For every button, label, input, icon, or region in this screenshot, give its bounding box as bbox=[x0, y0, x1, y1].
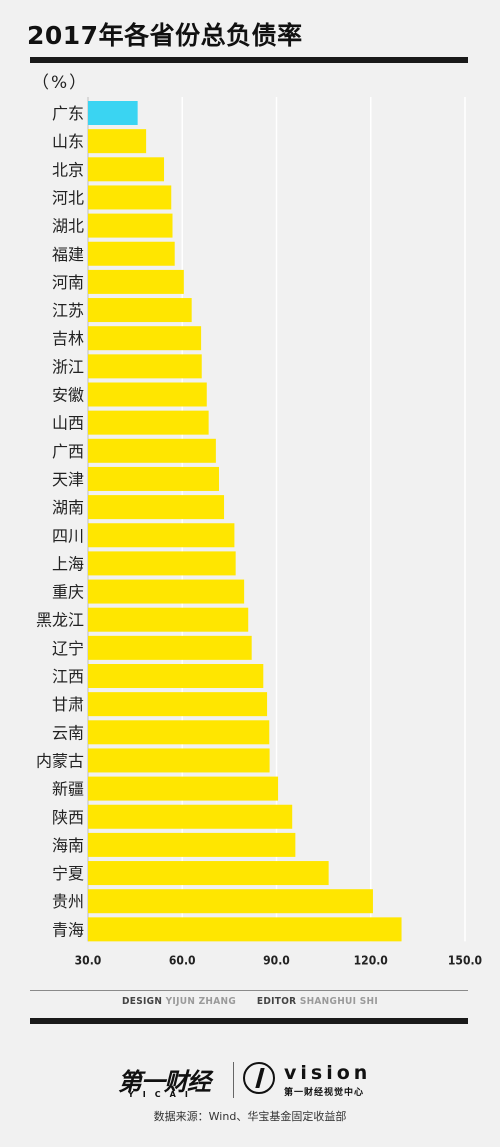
bar bbox=[88, 466, 220, 491]
category-label: 甘肃 bbox=[52, 695, 84, 714]
category-label: 贵州 bbox=[52, 892, 84, 911]
credits-line: DESIGN YIJUN ZHANG EDITOR SHANGHUI SHI bbox=[0, 996, 500, 1007]
tick-labels: 30.0 60.0 90.0 120.0 150.0 bbox=[75, 953, 482, 967]
category-label: 吉林 bbox=[52, 329, 84, 348]
yicai-logo: 第一财经 bbox=[118, 1068, 211, 1096]
chart-title: 2017年各省份总负债率 bbox=[27, 21, 303, 50]
category-label: 重庆 bbox=[52, 583, 84, 602]
category-label: 山西 bbox=[52, 414, 84, 433]
category-label: 湖北 bbox=[52, 217, 84, 236]
bar bbox=[88, 551, 236, 576]
category-label: 云南 bbox=[52, 723, 84, 742]
bar bbox=[88, 298, 192, 323]
bar bbox=[88, 889, 373, 914]
category-label: 广西 bbox=[52, 442, 84, 461]
category-label: 海南 bbox=[52, 836, 84, 855]
category-label: 江西 bbox=[52, 667, 84, 686]
category-labels: 广东山东北京河北湖北福建河南江苏吉林浙江安徽山西广西天津湖南四川上海重庆黑龙江辽… bbox=[36, 104, 84, 939]
bar bbox=[88, 720, 270, 745]
data-source: 数据来源：Wind、华宝基金固定收益部 bbox=[153, 1110, 347, 1123]
bar bbox=[88, 917, 402, 942]
unit-label: （%） bbox=[32, 73, 89, 93]
category-label: 天津 bbox=[52, 470, 84, 489]
bar bbox=[88, 410, 209, 435]
category-label: 北京 bbox=[52, 160, 84, 179]
editor-name: SHANGHUI SHI bbox=[299, 996, 378, 1007]
brand-divider bbox=[233, 1062, 234, 1098]
bar bbox=[88, 438, 216, 463]
category-label: 四川 bbox=[52, 526, 84, 545]
bar bbox=[88, 269, 184, 294]
x-tick-label: 120.0 bbox=[354, 953, 388, 967]
credits-rule bbox=[30, 990, 468, 991]
x-tick-label: 150.0 bbox=[448, 953, 482, 967]
footer-rule bbox=[30, 1018, 468, 1024]
bar bbox=[88, 354, 202, 379]
bars bbox=[88, 101, 402, 942]
category-label: 陕西 bbox=[52, 808, 84, 827]
category-label: 青海 bbox=[52, 920, 84, 939]
category-label: 上海 bbox=[52, 554, 84, 573]
x-tick-label: 90.0 bbox=[263, 953, 290, 967]
bar bbox=[88, 523, 235, 548]
category-label: 安徽 bbox=[52, 386, 84, 405]
yicai-logo-sub: YICAI bbox=[128, 1090, 197, 1099]
bar bbox=[88, 692, 268, 717]
vision-logo-sub: 第一财经视觉中心 bbox=[284, 1088, 365, 1098]
bar bbox=[88, 832, 296, 857]
design-label: DESIGN bbox=[122, 996, 163, 1007]
grid-lines bbox=[87, 97, 466, 942]
category-label: 江苏 bbox=[52, 301, 84, 320]
bar bbox=[88, 213, 173, 238]
vision-mark-icon bbox=[243, 1062, 275, 1094]
vision-logo: vision bbox=[284, 1062, 372, 1084]
bar bbox=[88, 635, 252, 660]
title-rule bbox=[30, 57, 468, 63]
bar bbox=[88, 579, 245, 604]
bar bbox=[88, 157, 165, 182]
bar bbox=[88, 101, 138, 125]
category-label: 湖南 bbox=[52, 498, 84, 517]
category-label: 浙江 bbox=[52, 357, 84, 376]
bar bbox=[88, 129, 147, 154]
bar bbox=[88, 607, 249, 632]
category-label: 山东 bbox=[52, 132, 84, 151]
category-label: 福建 bbox=[52, 245, 84, 264]
bar bbox=[88, 241, 175, 266]
category-label: 辽宁 bbox=[52, 639, 84, 658]
category-label: 黑龙江 bbox=[36, 611, 84, 630]
x-tick-label: 30.0 bbox=[75, 953, 102, 967]
bar bbox=[88, 382, 207, 407]
bar-chart: 广东山东北京河北湖北福建河南江苏吉林浙江安徽山西广西天津湖南四川上海重庆黑龙江辽… bbox=[36, 97, 482, 967]
bar bbox=[88, 185, 172, 210]
category-label: 新疆 bbox=[52, 780, 84, 799]
category-label: 宁夏 bbox=[52, 864, 84, 883]
editor-label: EDITOR bbox=[256, 996, 297, 1007]
design-name: YIJUN ZHANG bbox=[165, 996, 237, 1007]
bar bbox=[88, 326, 202, 351]
category-label: 广东 bbox=[52, 104, 84, 123]
category-label: 内蒙古 bbox=[36, 751, 84, 770]
bar bbox=[88, 664, 264, 688]
bar bbox=[88, 861, 329, 886]
bar bbox=[88, 804, 293, 829]
bar bbox=[88, 748, 270, 773]
bar bbox=[88, 776, 279, 801]
bar bbox=[88, 495, 225, 520]
category-label: 河南 bbox=[52, 273, 84, 292]
category-label: 河北 bbox=[52, 188, 84, 207]
x-tick-label: 60.0 bbox=[169, 953, 196, 967]
